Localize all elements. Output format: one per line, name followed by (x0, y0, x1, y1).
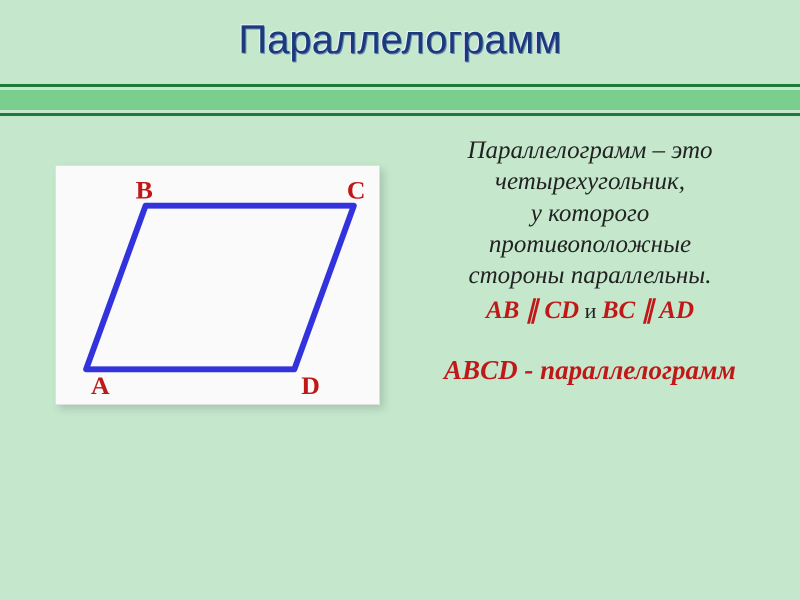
vertex-label-c: C (347, 176, 366, 205)
definition-line-5: стороны параллельны. (400, 260, 780, 291)
parallelogram-svg: A B C D (56, 166, 379, 404)
definition-line-2: четырехугольник, (400, 166, 780, 197)
accent-stripe (0, 84, 800, 116)
formula-seg-cd: CD (544, 297, 579, 324)
definition-line-1: Параллелограмм – это (400, 135, 780, 166)
conclusion-dash: - (518, 355, 541, 385)
conclusion-name: ABCD (444, 355, 518, 385)
parallel-symbol-1: ∥ (519, 297, 544, 324)
conclusion-line: ABCD - параллелограмм (400, 355, 780, 386)
slide-title: Параллелограмм (0, 18, 800, 63)
formula-connector: и (579, 298, 602, 323)
formula-seg-ad: AD (659, 297, 694, 324)
definition-line-4: противоположные (400, 229, 780, 260)
vertex-label-b: B (136, 176, 153, 205)
formula-seg-bc: BC (602, 297, 635, 324)
parallelogram-figure: A B C D (55, 165, 380, 405)
formula-seg-ab: AB (486, 297, 519, 324)
parallel-formula: AB ∥ CD и BC ∥ AD (400, 295, 780, 325)
vertex-label-a: A (91, 371, 110, 400)
definition-term: Параллелограмм (467, 137, 646, 164)
title-area: Параллелограмм (0, 0, 800, 63)
parallelogram-shape (86, 206, 354, 370)
vertex-label-d: D (301, 371, 320, 400)
definition-line-3: у которого (400, 198, 780, 229)
content-area: A B C D Параллелограмм – это четырехугол… (0, 130, 800, 600)
definition-block: Параллелограмм – это четырехугольник, у … (400, 135, 780, 386)
conclusion-word: параллелограмм (540, 355, 736, 385)
definition-l1-rest: – это (646, 137, 712, 164)
slide: Параллелограмм A B C D Параллелограмм – … (0, 0, 800, 600)
parallel-symbol-2: ∥ (635, 297, 659, 324)
